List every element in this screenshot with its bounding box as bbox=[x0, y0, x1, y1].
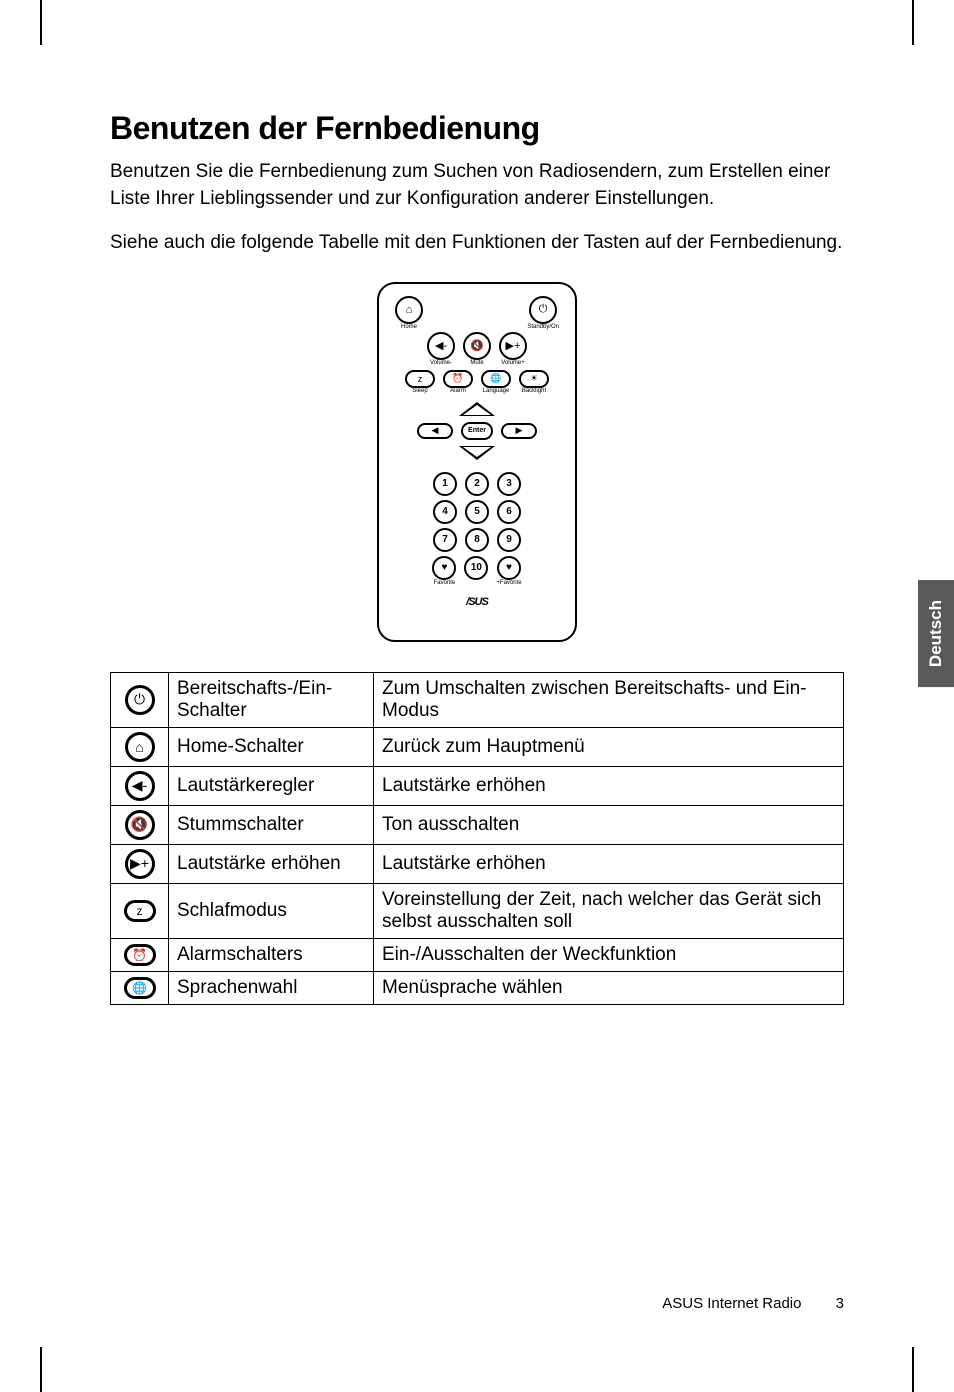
power-icon: ⏻ bbox=[125, 685, 155, 715]
footer: ASUS Internet Radio 3 bbox=[662, 1295, 844, 1312]
remote-diagram: ⌂ Home ⏻ Standby/On ◀- Volume- 🔇 Mute ▶+… bbox=[110, 282, 844, 642]
mute-icon: 🔇 bbox=[125, 810, 155, 840]
function-name: Stummschalter bbox=[169, 805, 374, 844]
mute-label: Mute bbox=[470, 360, 483, 366]
function-desc: Ton ausschalten bbox=[374, 805, 844, 844]
table-row: ⏻ Bereitschafts-/Ein-Schalter Zum Umscha… bbox=[111, 672, 844, 727]
function-name: Bereitschafts-/Ein-Schalter bbox=[169, 672, 374, 727]
table-row: ▶+ Lautstärke erhöhen Lautstärke erhöhen bbox=[111, 844, 844, 883]
nav-down-icon bbox=[459, 446, 495, 460]
language-tab: Deutsch bbox=[918, 580, 954, 687]
home-button-icon: ⌂ bbox=[395, 296, 423, 324]
num-8-button: 8 bbox=[465, 528, 489, 552]
product-name: ASUS Internet Radio bbox=[662, 1295, 801, 1312]
home-icon: ⌂ bbox=[125, 732, 155, 762]
num-1-button: 1 bbox=[433, 472, 457, 496]
standby-label: Standby/On bbox=[527, 324, 559, 330]
alarm-button-icon: ⏰ bbox=[443, 370, 473, 388]
sleep-button-icon: z bbox=[405, 370, 435, 388]
alarm-icon: ⏰ bbox=[124, 944, 156, 966]
alarm-label: Alarm bbox=[450, 388, 466, 394]
num-9-button: 9 bbox=[497, 528, 521, 552]
function-desc: Voreinstellung der Zeit, nach welcher da… bbox=[374, 883, 844, 938]
sleep-icon: z bbox=[124, 900, 156, 922]
backlight-label: Backlight bbox=[522, 388, 546, 394]
vol-up-icon: ▶+ bbox=[125, 849, 155, 879]
table-row: ⌂ Home-Schalter Zurück zum Hauptmenü bbox=[111, 727, 844, 766]
home-label: Home bbox=[401, 324, 417, 330]
function-name: Schlafmodus bbox=[169, 883, 374, 938]
language-icon: 🌐 bbox=[124, 977, 156, 999]
nav-left-icon: ◀ bbox=[417, 423, 453, 439]
intro-paragraph-1: Benutzen Sie die Fernbedienung zum Suche… bbox=[110, 159, 844, 212]
backlight-button-icon: ☀ bbox=[519, 370, 549, 388]
num-5-button: 5 bbox=[465, 500, 489, 524]
plus-favorite-button-icon: ♥ bbox=[497, 556, 521, 580]
num-6-button: 6 bbox=[497, 500, 521, 524]
function-name: Lautstärke erhöhen bbox=[169, 844, 374, 883]
function-desc: Lautstärke erhöhen bbox=[374, 766, 844, 805]
num-3-button: 3 bbox=[497, 472, 521, 496]
num-2-button: 2 bbox=[465, 472, 489, 496]
num-7-button: 7 bbox=[433, 528, 457, 552]
vol-down-button-icon: ◀- bbox=[427, 332, 455, 360]
language-button-icon: 🌐 bbox=[481, 370, 511, 388]
favorite-label: Favorite bbox=[434, 580, 456, 586]
vol-down-icon: ◀- bbox=[125, 771, 155, 801]
sleep-label: Sleep bbox=[412, 388, 427, 394]
vol-minus-label: Volume- bbox=[430, 360, 452, 366]
asus-logo: /SUS bbox=[466, 596, 488, 608]
page-number: 3 bbox=[836, 1295, 844, 1312]
function-name: Home-Schalter bbox=[169, 727, 374, 766]
table-row: 🌐 Sprachenwahl Menüsprache wählen bbox=[111, 971, 844, 1004]
vol-up-button-icon: ▶+ bbox=[499, 332, 527, 360]
nav-right-icon: ▶ bbox=[501, 423, 537, 439]
page-title: Benutzen der Fernbedienung bbox=[110, 110, 844, 147]
standby-button-icon: ⏻ bbox=[529, 296, 557, 324]
table-row: ◀- Lautstärkeregler Lautstärke erhöhen bbox=[111, 766, 844, 805]
vol-plus-label: Volume+ bbox=[501, 360, 525, 366]
table-row: z Schlafmodus Voreinstellung der Zeit, n… bbox=[111, 883, 844, 938]
remote-body: ⌂ Home ⏻ Standby/On ◀- Volume- 🔇 Mute ▶+… bbox=[377, 282, 577, 642]
table-row: ⏰ Alarmschalters Ein-/Ausschalten der We… bbox=[111, 938, 844, 971]
favorite-button-icon: ♥ bbox=[432, 556, 456, 580]
function-desc: Lautstärke erhöhen bbox=[374, 844, 844, 883]
function-desc: Zum Umschalten zwischen Bereitschafts- u… bbox=[374, 672, 844, 727]
function-name: Alarmschalters bbox=[169, 938, 374, 971]
table-row: 🔇 Stummschalter Ton ausschalten bbox=[111, 805, 844, 844]
num-4-button: 4 bbox=[433, 500, 457, 524]
functions-table: ⏻ Bereitschafts-/Ein-Schalter Zum Umscha… bbox=[110, 672, 844, 1005]
enter-button: Enter bbox=[461, 422, 493, 440]
function-desc: Menüsprache wählen bbox=[374, 971, 844, 1004]
intro-paragraph-2: Siehe auch die folgende Tabelle mit den … bbox=[110, 230, 844, 257]
function-name: Lautstärkeregler bbox=[169, 766, 374, 805]
mute-button-icon: 🔇 bbox=[463, 332, 491, 360]
plus-favorite-label: +Favorite bbox=[496, 580, 521, 586]
function-desc: Ein-/Ausschalten der Weckfunktion bbox=[374, 938, 844, 971]
nav-up-icon bbox=[459, 402, 495, 416]
function-name: Sprachenwahl bbox=[169, 971, 374, 1004]
function-desc: Zurück zum Hauptmenü bbox=[374, 727, 844, 766]
num-10-button: 10 bbox=[464, 556, 488, 580]
language-label: Language bbox=[483, 388, 510, 394]
